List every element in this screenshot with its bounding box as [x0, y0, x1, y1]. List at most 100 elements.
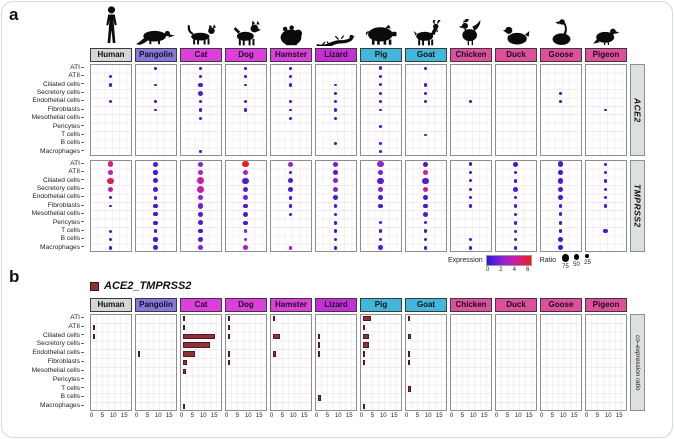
expression-dot [334, 237, 337, 241]
row-label-ati: ATI [0, 314, 86, 323]
expression-dot [422, 186, 429, 192]
expression-dot [422, 169, 429, 176]
ratio-circle-75: 75 [560, 254, 571, 270]
coexpression-panel-pigeon [585, 314, 627, 411]
expression-legend-label: Expression [448, 257, 483, 264]
expression-dot [603, 170, 608, 175]
expression-dot [558, 237, 563, 242]
expression-dot [513, 237, 518, 242]
tmprss2-panel-pangolin [135, 160, 177, 252]
expression-dot [557, 186, 564, 192]
expression-ratio-legend: Expression 0 2 4 6 Ratio 75 50 25 [448, 252, 593, 273]
ace2-panel-goat [405, 64, 447, 156]
expression-dot [197, 177, 204, 185]
expression-dot [154, 108, 157, 112]
expression-dot [153, 220, 158, 225]
panel-b-title: ACE2_TMPRSS2 [104, 280, 192, 292]
expression-dot [242, 177, 249, 185]
row-label-t-cells: T cells [0, 131, 86, 139]
expression-dot [154, 66, 157, 70]
x-axis-ticks-dog: 0 5 10 15 [224, 413, 263, 419]
coexpression-bar [317, 351, 320, 357]
coexpression-panel-lizard [315, 314, 357, 411]
expression-dot [289, 108, 292, 112]
expression-dot [153, 195, 158, 200]
expression-dot [153, 229, 158, 234]
expression-dot [424, 133, 427, 137]
ratio-circle-25: 25 [582, 254, 593, 270]
expression-dot [153, 212, 158, 217]
expression-dot [154, 83, 157, 87]
expression-dot [378, 83, 383, 87]
expression-dot [244, 83, 247, 87]
expression-dot [243, 99, 248, 104]
expression-dot [557, 178, 564, 184]
row-label-mesothelial-cells: Mesothelial cells [0, 367, 86, 376]
row-label-endothelial-cells: Endothelial cells [0, 349, 86, 358]
expression-dot [468, 162, 473, 167]
expression-dot [199, 66, 202, 70]
coexpression-bar [182, 351, 195, 357]
coexpression-panel-pig [360, 314, 402, 411]
expression-dot [242, 195, 249, 201]
expression-dot [423, 203, 428, 209]
coexpression-bar [407, 351, 410, 357]
expression-dot [197, 195, 204, 201]
expression-dot [513, 220, 518, 225]
coexpression-bar [182, 368, 186, 375]
expression-dot [152, 161, 159, 167]
row-label-pericytes: Pericytes [0, 123, 86, 131]
expression-dot [379, 108, 382, 112]
expression-dot [108, 99, 113, 104]
pig-silhouette-icon [360, 3, 402, 46]
row-label-t-cells: T cells [0, 385, 86, 394]
tmprss2-gene-strip: TMPRSS2 [630, 160, 645, 252]
species-header-lizard-b: Lizard [315, 298, 357, 312]
lizard-silhouette-icon [315, 3, 357, 46]
coexpression-panel-cat [180, 314, 222, 411]
expression-dot [558, 220, 563, 225]
expression-dot [334, 142, 337, 145]
expression-dot [558, 229, 563, 234]
row-label-t-cells: T cells [0, 227, 86, 235]
species-header-lizard-a: Lizard [315, 48, 357, 62]
species-header-goose-b: Goose [540, 298, 582, 312]
expression-dot [243, 211, 248, 217]
hamster-silhouette-icon [270, 3, 312, 46]
expression-dot [243, 229, 248, 234]
expression-dot [423, 195, 428, 200]
expression-dot [559, 91, 562, 95]
expression-dot [423, 161, 428, 167]
coexpression-bar [227, 333, 230, 339]
row-label-fibroblasts: Fibroblasts [0, 202, 86, 210]
species-header-pangolin-b: Pangolin [135, 298, 177, 312]
expression-dot [242, 161, 249, 168]
expression-dot [198, 228, 203, 234]
expression-dot [333, 245, 338, 250]
ace2-gene-strip: ACE2 [630, 64, 645, 156]
expression-dot [288, 170, 293, 175]
ace2-panel-chicken [450, 64, 492, 156]
expression-dot [108, 83, 113, 87]
expression-dot [603, 228, 608, 234]
expression-dot [603, 195, 608, 200]
pigeon-silhouette-icon [585, 3, 627, 46]
human-silhouette-icon [90, 3, 132, 46]
expression-dot [558, 170, 563, 175]
expression-dot [423, 237, 428, 242]
expression-dot [334, 212, 337, 216]
expression-dot [109, 204, 112, 208]
expression-gradient-ticks: 0 2 4 6 [485, 267, 530, 273]
row-label-ati: ATI [0, 160, 86, 168]
expression-dot [379, 150, 382, 154]
tmprss2-panel-dog [225, 160, 267, 252]
x-axis-ticks-goose: 0 5 10 15 [539, 413, 578, 419]
row-label-secretory-cells: Secretory cells [0, 340, 86, 349]
row-label-pericytes: Pericytes [0, 219, 86, 227]
expression-dot [423, 211, 428, 217]
coexpression-bar [407, 360, 410, 366]
coexpression-panel-duck [495, 314, 537, 411]
coexpression-bar [362, 351, 365, 357]
expression-dot [153, 186, 158, 192]
expression-dot [152, 178, 159, 184]
